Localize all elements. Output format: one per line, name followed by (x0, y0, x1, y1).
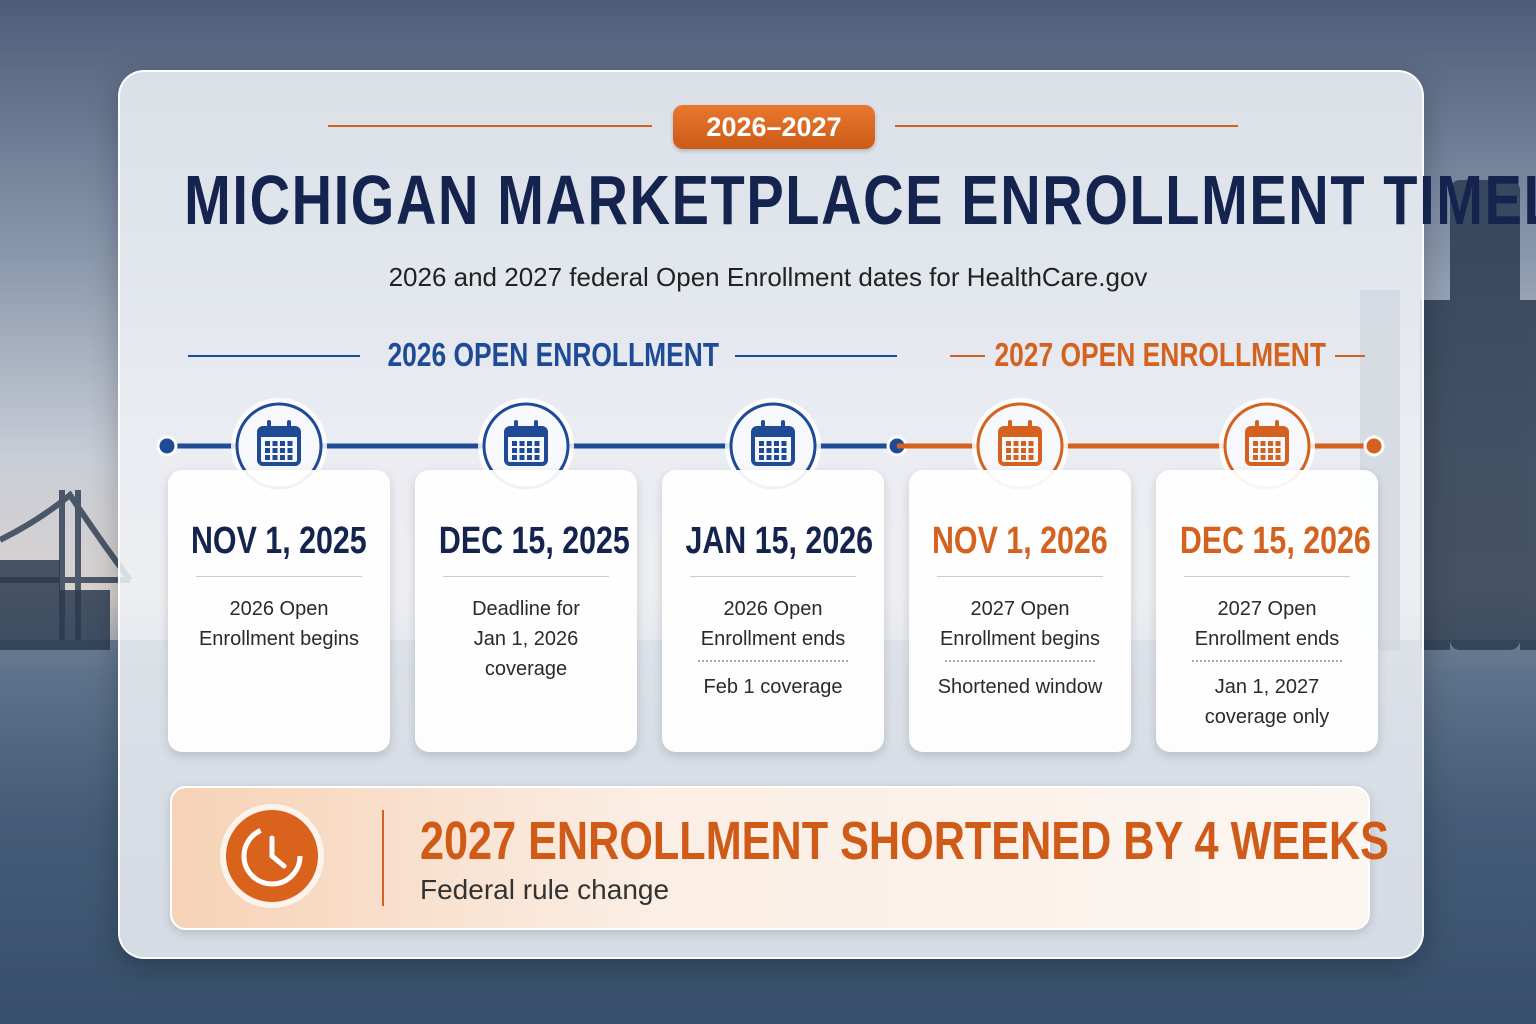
section-label: 2027 OPEN ENROLLMENT (994, 336, 1326, 373)
date-wrap: JAN 15, 2026 (662, 520, 884, 563)
title: MICHIGAN MARKETPLACE ENROLLMENT TIMELINE (184, 161, 1536, 239)
date-wrap: NOV 1, 2026 (909, 520, 1131, 563)
subtitle: 2026 and 2027 federal Open Enrollment da… (388, 262, 1148, 292)
description-line: Enrollment ends (700, 628, 846, 650)
date-wrap: DEC 15, 2026 (1156, 520, 1378, 563)
description: 2027 Open Enrollment begins Shortened wind… (909, 594, 1131, 702)
section-header: 2026 OPEN ENROLLMENT (253, 336, 853, 374)
date-wrap: DEC 15, 2025 (415, 520, 637, 563)
description: 2026 Open Enrollment begins (168, 594, 390, 654)
event-date: DEC 15, 2026 (1179, 520, 1371, 562)
description-line: Enrollment ends (1194, 628, 1340, 650)
clock-icon (220, 804, 384, 908)
dotted-rule (945, 660, 1095, 662)
event-date: DEC 15, 2025 (438, 520, 630, 562)
event-card: DEC 15, 2026 2027 Open Enrollment ends Jan … (1156, 470, 1378, 752)
section-header: 2027 OPEN ENROLLMENT (860, 336, 1460, 374)
dotted-rule (698, 660, 848, 662)
description-line: Jan 1, 2026 (473, 628, 579, 650)
date-wrap: NOV 1, 2025 (168, 520, 390, 563)
card-rule (196, 576, 362, 577)
description-line: 2027 Open (970, 598, 1070, 620)
banner: 2027 ENROLLMENT SHORTENED BY 4 WEEKS Fed… (170, 786, 1389, 930)
note-line: Shortened window (937, 676, 1103, 698)
event-card: DEC 15, 2025 Deadline for Jan 1, 2026 cover… (415, 470, 637, 752)
description-line: Enrollment begins (939, 628, 1101, 650)
banner-subtitle: Federal rule change (420, 874, 670, 905)
title-wrap: MICHIGAN MARKETPLACE ENROLLMENT TIMELINE (0, 160, 1536, 240)
card-rule (1184, 576, 1350, 577)
section-label: 2026 OPEN ENROLLMENT (387, 336, 719, 373)
event-date: JAN 15, 2026 (685, 520, 874, 562)
banner-title: 2027 ENROLLMENT SHORTENED BY 4 WEEKS (420, 811, 1389, 871)
description: 2027 Open Enrollment ends Jan 1, 2027 cover… (1156, 594, 1378, 732)
year-badge: 2026–2027 (673, 105, 875, 149)
note-line: coverage only (1204, 706, 1330, 728)
card-rule (443, 576, 609, 577)
dotted-rule (1192, 660, 1342, 662)
description-line: 2026 Open (723, 598, 823, 620)
event-card: JAN 15, 2026 2026 Open Enrollment ends Feb … (662, 470, 884, 752)
note-line: Jan 1, 2027 (1214, 676, 1320, 698)
description-line: Enrollment begins (198, 628, 360, 650)
card-rule (937, 576, 1103, 577)
description-line: coverage (484, 658, 568, 680)
description-line: 2027 Open (1217, 598, 1317, 620)
note-line: Feb 1 coverage (703, 676, 843, 698)
banner-title-wrap: 2027 ENROLLMENT SHORTENED BY 4 WEEKS (420, 810, 1536, 872)
card-rule (690, 576, 856, 577)
description-line: 2026 Open (229, 598, 329, 620)
event-card: NOV 1, 2025 2026 Open Enrollment begins (168, 470, 390, 752)
event-date: NOV 1, 2026 (932, 520, 1108, 562)
event-date: NOV 1, 2025 (191, 520, 367, 562)
description: Deadline for Jan 1, 2026 coverage (415, 594, 637, 684)
event-card: NOV 1, 2026 2027 Open Enrollment begins Sho… (909, 470, 1131, 752)
description-line: Deadline for (472, 598, 580, 620)
description: 2026 Open Enrollment ends Feb 1 coverage (662, 594, 884, 702)
